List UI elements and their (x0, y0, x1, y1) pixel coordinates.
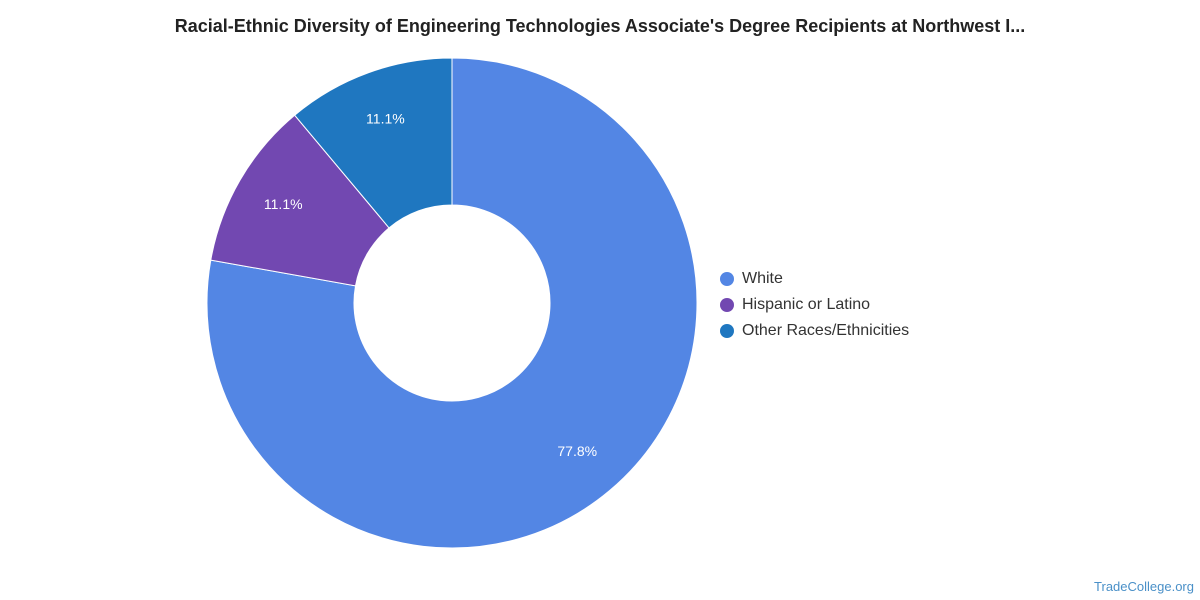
slice-hispanic-or-latino[interactable] (210, 114, 390, 287)
slice-value-label: 11.1% (264, 196, 303, 212)
legend-swatch (720, 298, 734, 312)
legend-swatch (720, 272, 734, 286)
slice-other-races-ethnicities[interactable] (293, 57, 453, 229)
legend-label: Hispanic or Latino (742, 296, 871, 313)
legend-item[interactable]: Hispanic or Latino (720, 292, 909, 318)
legend-item[interactable]: Other Races/Ethnicities (720, 318, 909, 344)
legend: White Hispanic or Latino Other Races/Ethni… (720, 266, 909, 344)
legend-item[interactable]: White (720, 266, 909, 292)
slice-value-label: 11.1% (366, 110, 405, 126)
slice-value-label: 77.8% (557, 443, 597, 459)
source-credit[interactable]: TradeCollege.org (1094, 579, 1194, 594)
legend-swatch (720, 324, 734, 338)
slice-white[interactable] (206, 57, 698, 549)
legend-label: White (742, 270, 783, 287)
legend-label: Other Races/Ethnicities (742, 322, 910, 339)
chart-title: Racial-Ethnic Diversity of Engineering T… (174, 16, 1026, 36)
